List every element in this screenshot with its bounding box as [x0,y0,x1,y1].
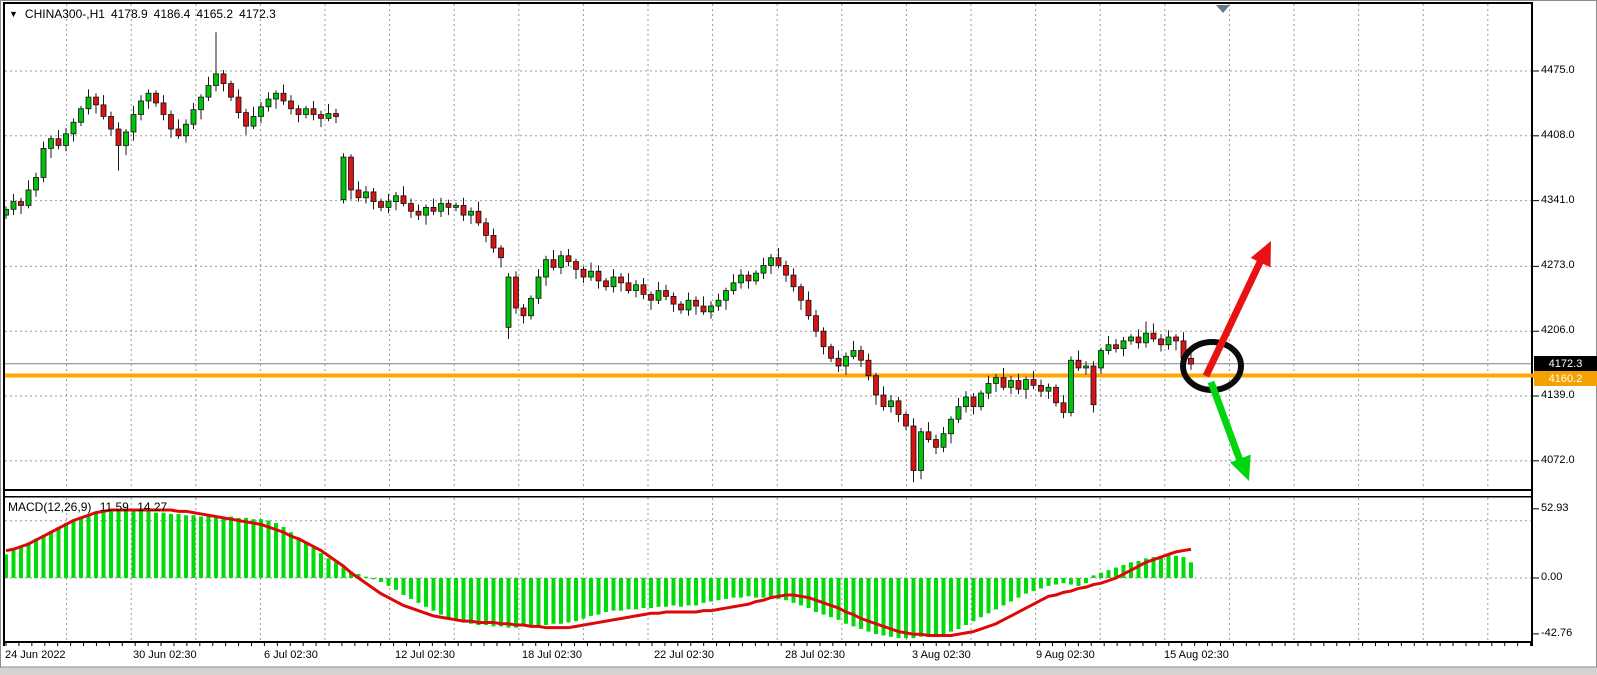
quote-low: 4165.2 [196,7,234,21]
bearish-arrow-annotation-head [1230,454,1251,481]
price-axis-label: 4341.0 [1541,193,1575,206]
bullish-arrow-annotation-head [1250,241,1271,268]
symbol-dropdown-icon[interactable]: ▼ [9,9,18,19]
price-axis-label: 4206.0 [1541,324,1575,337]
macd-signal-value: 14.27 [137,500,168,514]
time-axis-label: 24 Jun 2022 [5,649,66,661]
bullish-arrow-annotation [1202,258,1265,378]
macd-indicator-label: MACD(12,26,9) 11.59 14.27 [8,500,172,514]
macd-scale-label: -42.76 [1541,626,1573,639]
last-price-badge: 4172.3 [1534,356,1597,371]
time-axis-label: 3 Aug 02:30 [912,649,971,661]
time-axis-label: 30 Jun 02:30 [133,649,197,661]
price-axis-label: 4139.0 [1541,389,1575,401]
macd-value: 11.59 [99,500,129,514]
macd-scale-label: 52.93 [1541,501,1569,514]
time-axis-label: 9 Aug 02:30 [1036,649,1095,661]
candlestick-series [3,32,1194,483]
quote-close: 4172.3 [239,7,276,21]
time-axis-label: 6 Jul 02:30 [264,649,318,661]
macd-signal-line [5,508,1192,638]
bearish-arrow-annotation [1207,380,1246,468]
price-axis-label: 4072.0 [1541,453,1575,466]
macd-name: MACD(12,26,9) [8,500,92,514]
price-axis-label: 4475.0 [1541,64,1575,76]
chart-header: ▼ CHINA300-,H1 4178.9 4186.4 4165.2 4172… [9,7,282,21]
price-axis-label: 4408.0 [1541,128,1575,141]
chart-shift-marker-icon [1216,5,1230,13]
time-axis-label: 18 Jul 02:30 [522,649,582,661]
quote-high: 4186.4 [153,7,191,21]
macd-histogram [4,510,1193,639]
level-price-badge: 4160.2 [1534,371,1597,386]
time-axis-label: 15 Aug 02:30 [1164,649,1229,661]
time-axis-label: 28 Jul 02:30 [785,649,845,661]
symbol-label: CHINA300-,H1 [24,7,105,21]
time-axis-label: 12 Jul 02:30 [395,649,455,661]
macd-scale-label: 0.00 [1541,571,1563,583]
price-axis-label: 4273.0 [1541,259,1575,272]
time-axis-label: 22 Jul 02:30 [654,649,714,661]
quote-open: 4178.9 [110,7,148,21]
